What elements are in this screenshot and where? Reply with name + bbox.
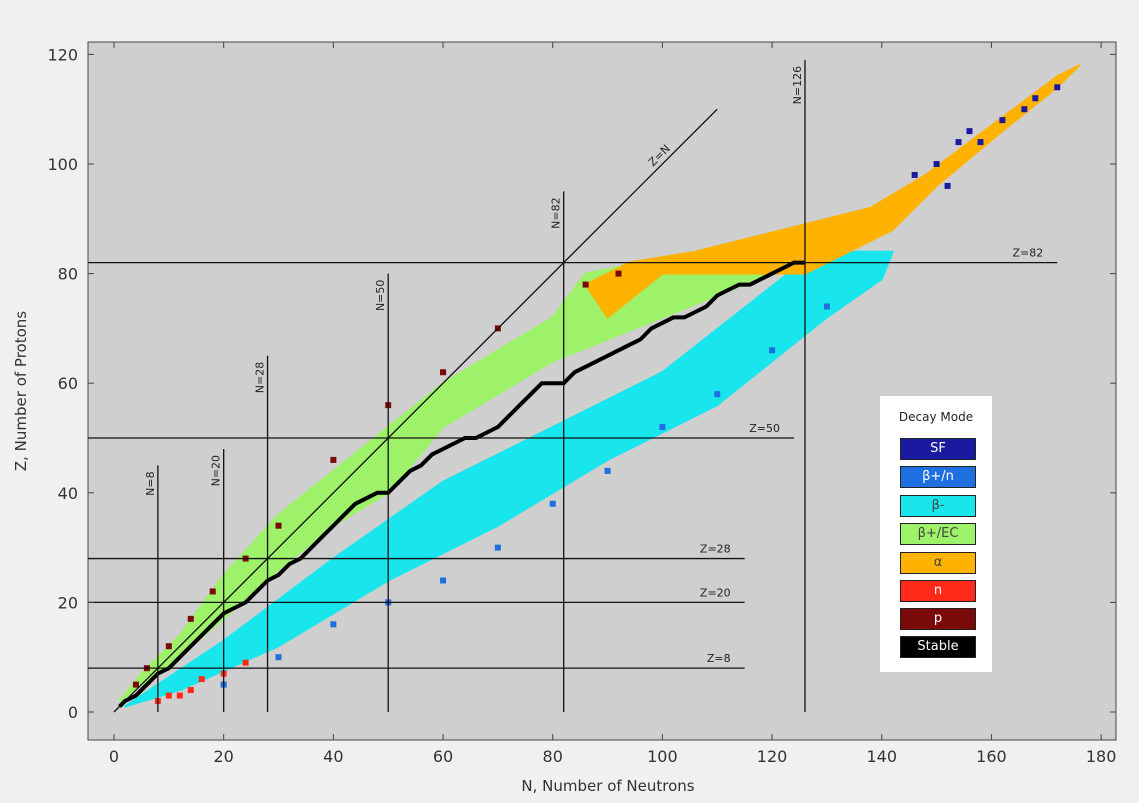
magic-label-z-8: Z=8 [707,652,731,665]
point-p [582,281,589,288]
point-sf [966,128,973,135]
legend-title: Decay Mode [898,410,974,424]
y-tick-label: 0 [68,703,78,722]
legend-item-p: p [900,608,976,630]
point-n [187,687,194,694]
point-p [209,588,216,595]
point-p [440,369,447,376]
point-p [132,681,139,688]
point-beta-plus-n [275,654,282,661]
magic-label-n-82: N=82 [550,197,563,228]
legend-item-beta-minus: β- [900,495,976,517]
x-tick-label: 0 [109,747,119,766]
x-tick-label: 160 [976,747,1007,766]
point-n [176,692,183,699]
point-p [615,270,622,277]
magic-label-z-28: Z=28 [700,543,731,556]
legend-item-beta-plus-ec: β+/EC [900,523,976,545]
legend-item-n: n [900,580,976,602]
y-tick-label: 120 [47,45,78,64]
magic-label-n-8: N=8 [144,471,157,495]
point-sf [955,139,962,146]
point-sf [933,161,940,167]
point-n [198,676,205,683]
x-tick-label: 100 [647,747,678,766]
magic-label-n-126: N=126 [791,66,804,104]
magic-label-n-28: N=28 [254,362,267,393]
point-n [165,692,172,699]
point-beta-plus-n [604,467,611,474]
magic-label-z-20: Z=20 [700,586,731,599]
point-beta-plus-n [330,621,337,628]
point-sf [911,171,918,178]
legend-item-beta-plus-n: β+/n [900,466,976,488]
point-sf [1032,95,1039,102]
legend: Decay Mode SF β+/n β- β+/EC α n p Stable [880,396,992,672]
y-axis-label: Z, Number of Protons [12,311,30,471]
zn-diagonal-line [113,108,718,713]
point-beta-plus-n [769,347,776,354]
point-sf [944,182,951,189]
point-sf [999,117,1006,124]
magic-label-z-50: Z=50 [749,422,780,435]
y-tick-label: 80 [58,265,78,284]
magic-label-n-20: N=20 [210,455,223,486]
point-beta-plus-n [823,303,830,310]
magic-label-z-82: Z=82 [1012,247,1043,260]
x-axis-label: N, Number of Neutrons [521,777,694,795]
x-tick-label: 60 [433,747,453,766]
point-beta-plus-n [440,577,447,584]
legend-item-stable: Stable [900,636,976,658]
magic-label-n-50: N=50 [374,280,387,311]
point-p [330,456,337,463]
point-n [242,659,249,666]
x-tick-label: 40 [323,747,343,766]
band-alpha [584,64,1081,319]
legend-item-sf: SF [900,438,976,460]
legend-item-alpha: α [900,552,976,574]
point-sf [1021,106,1028,113]
y-tick-label: 40 [58,484,78,503]
stable-isotope-line [118,260,805,708]
point-sf [1054,84,1061,91]
point-p [187,615,194,622]
point-sf [977,139,984,146]
band-beta-minus [124,250,894,708]
point-p [275,522,282,529]
y-tick-label: 20 [58,593,78,612]
x-tick-label: 80 [543,747,563,766]
y-tick-label: 100 [47,155,78,174]
y-tick-label: 60 [58,374,78,393]
x-tick-label: 120 [757,747,788,766]
point-beta-plus-n [494,544,501,551]
x-tick-label: 180 [1086,747,1117,766]
point-beta-plus-n [549,500,556,507]
x-tick-label: 140 [866,747,897,766]
x-tick-label: 20 [214,747,234,766]
point-p [165,643,172,650]
point-beta-plus-n [714,391,721,398]
point-beta-plus-n [659,424,666,431]
